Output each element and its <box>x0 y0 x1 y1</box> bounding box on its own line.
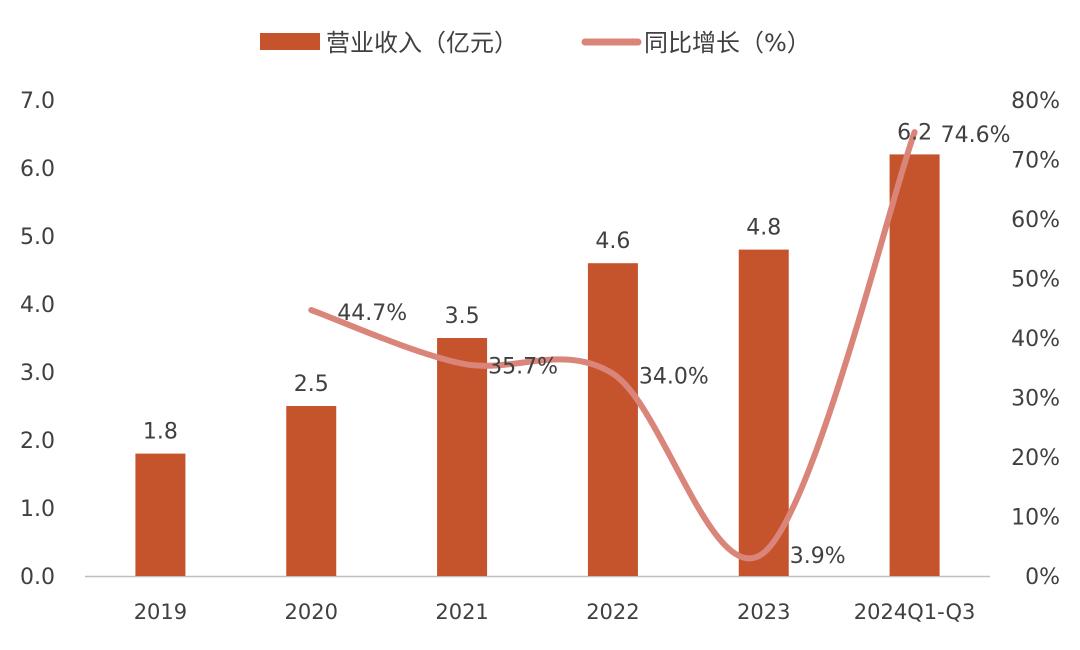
bar-value-label: 4.6 <box>595 229 630 254</box>
right-tick-label: 70% <box>1011 149 1060 174</box>
x-tick-label: 2021 <box>435 600 488 624</box>
x-tick-label: 2020 <box>285 600 338 624</box>
x-tick-label: 2023 <box>737 600 790 624</box>
left-tick-label: 4.0 <box>20 293 55 318</box>
right-tick-label: 60% <box>1011 208 1060 233</box>
right-tick-label: 20% <box>1011 446 1060 471</box>
bar-2022 <box>588 263 638 576</box>
bar-value-label: 6.2 <box>897 120 932 145</box>
bar-2020 <box>286 406 336 576</box>
growth-value-label: 34.0% <box>639 365 709 390</box>
bar-2021 <box>437 338 487 576</box>
legend-swatch-revenue <box>260 33 320 50</box>
growth-value-label: 44.7% <box>337 301 407 326</box>
x-tick-label: 2022 <box>586 600 639 624</box>
bar-value-label: 4.8 <box>746 216 781 241</box>
bar-value-label: 3.5 <box>445 304 480 329</box>
right-tick-label: 80% <box>1011 89 1060 114</box>
growth-value-label: 35.7% <box>488 355 558 380</box>
bar-value-label: 1.8 <box>143 420 178 445</box>
bar-value-label: 2.5 <box>294 372 329 397</box>
growth-value-label: 74.6% <box>941 123 1011 148</box>
right-tick-label: 30% <box>1011 387 1060 412</box>
bar-2024Q1-Q3 <box>890 154 940 576</box>
x-tick-label: 2019 <box>134 600 187 624</box>
left-tick-label: 2.0 <box>20 429 55 454</box>
left-tick-label: 5.0 <box>20 225 55 250</box>
legend-label-revenue: 营业收入（亿元） <box>326 29 518 57</box>
left-axis: 0.0 1.0 2.0 3.0 4.0 5.0 6.0 7.0 <box>20 89 55 590</box>
legend: 营业收入（亿元） 同比增长（%） <box>260 29 811 57</box>
x-tick-label: 2024Q1-Q3 <box>854 600 976 624</box>
left-tick-label: 0.0 <box>20 565 55 590</box>
right-tick-label: 40% <box>1011 327 1060 352</box>
left-tick-label: 7.0 <box>20 89 55 114</box>
left-tick-label: 3.0 <box>20 361 55 386</box>
bar-2019 <box>135 454 185 576</box>
x-axis: 2019 2020 2021 2022 2023 2024Q1-Q3 <box>134 600 976 624</box>
left-tick-label: 6.0 <box>20 157 55 182</box>
right-tick-label: 0% <box>1025 565 1060 590</box>
data-labels: 1.8 2.5 3.5 4.6 4.8 6.2 44.7% 35.7% 34.0% 3.9% 74.… <box>143 120 1011 568</box>
legend-label-growth: 同比增长（%） <box>644 29 811 57</box>
growth-value-label: 3.9% <box>790 544 846 569</box>
right-axis: 0% 10% 20% 30% 40% 50% 60% 70% 80% <box>1011 89 1060 590</box>
right-tick-label: 50% <box>1011 268 1060 293</box>
right-tick-label: 10% <box>1011 506 1060 531</box>
left-tick-label: 1.0 <box>20 497 55 522</box>
